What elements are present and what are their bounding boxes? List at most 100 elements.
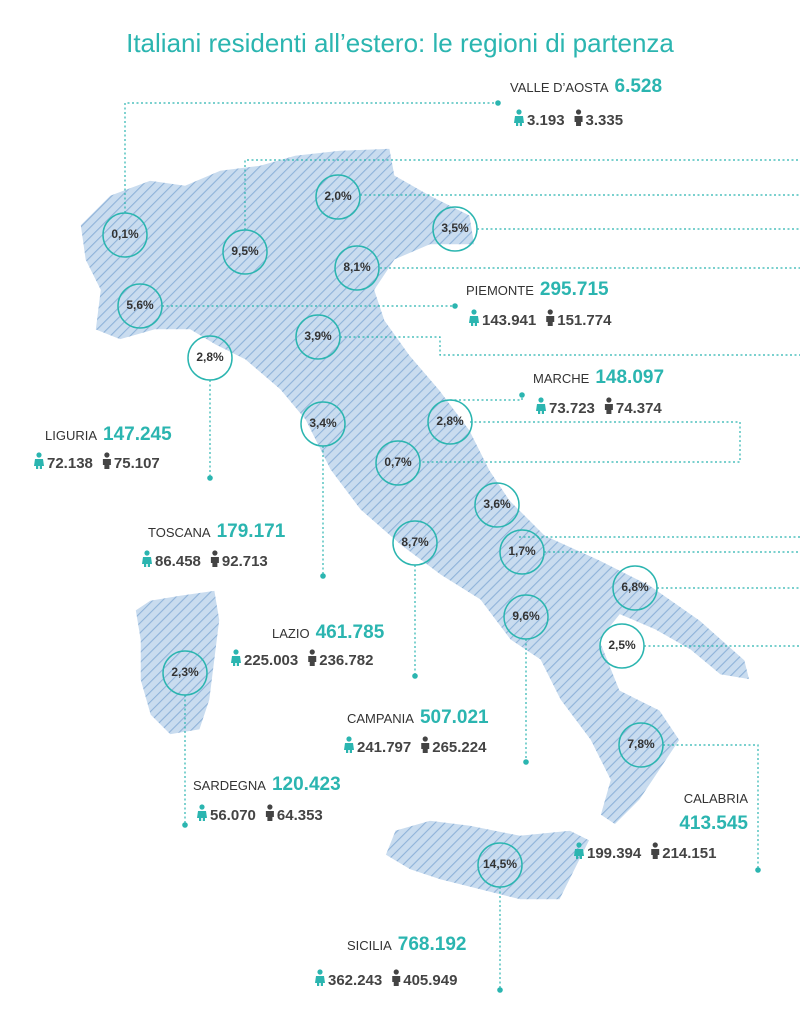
- female-icon: [197, 804, 207, 821]
- icon-head: [393, 969, 399, 975]
- label-circle: [427, 399, 473, 445]
- percent-label: 7,8%: [627, 737, 655, 751]
- icon-body: [536, 404, 546, 414]
- label-circle: [375, 440, 421, 486]
- icon-head: [212, 550, 218, 556]
- icon-head: [309, 649, 315, 655]
- sardinia: [134, 589, 221, 736]
- icon-body: [392, 976, 401, 986]
- label-circle: [295, 314, 341, 360]
- female-icon: [469, 309, 479, 326]
- label-circle: [392, 520, 438, 566]
- region-total: 147.245: [103, 424, 172, 445]
- icon-body: [142, 557, 152, 567]
- map: [79, 147, 752, 901]
- percent-label: 3,4%: [309, 416, 337, 430]
- male-icon: [210, 550, 219, 567]
- region-name: CAMPANIA: [347, 711, 414, 726]
- percent-label: 2,0%: [324, 189, 352, 203]
- region-row: CAMPANIA 507.021: [347, 707, 489, 728]
- sicily: [384, 819, 592, 901]
- region-row: LIGURIA 147.245: [45, 424, 172, 445]
- female-count: 3.193: [527, 112, 565, 129]
- leader-dot: [207, 475, 213, 481]
- female-count: 73.723: [549, 400, 595, 417]
- region-total: 120.423: [272, 774, 341, 795]
- region-callout: SICILIA 768.192 362.243 405.949: [315, 934, 503, 993]
- region-callout: LAZIO 461.785 225.003 236.782: [231, 622, 418, 679]
- male-count: 3.335: [586, 112, 624, 129]
- percent-label: 9,5%: [231, 244, 259, 258]
- label-circle: [474, 482, 520, 528]
- region-name: TOSCANA: [148, 525, 211, 540]
- icon-body: [315, 976, 325, 986]
- icon-head: [104, 452, 110, 458]
- leader-dot: [412, 673, 418, 679]
- label-circle: [503, 594, 549, 640]
- icon-body: [651, 849, 660, 859]
- icon-body: [265, 811, 274, 821]
- male-icon: [392, 969, 401, 986]
- region-row: PIEMONTE 295.715: [466, 279, 609, 300]
- mainland: [79, 147, 752, 826]
- leader-dot: [519, 392, 525, 398]
- region-row: TOSCANA 179.171: [148, 521, 286, 542]
- percent-label: 2,5%: [608, 638, 636, 652]
- percent-label: 8,1%: [343, 260, 371, 274]
- icon-body: [514, 116, 524, 126]
- male-count: 151.774: [557, 312, 612, 329]
- icon-head: [199, 804, 205, 810]
- region-total: 148.097: [595, 367, 664, 388]
- label-circle: [432, 206, 478, 252]
- region-name: LIGURIA: [45, 428, 97, 443]
- region-callout: VALLE D’AOSTA 6.528 3.193 3.335: [495, 76, 662, 129]
- callouts: VALLE D’AOSTA 6.528 3.193 3.335 PIEMONTE 295.…: [34, 76, 761, 993]
- leader-dot: [182, 822, 188, 828]
- icon-head: [144, 550, 150, 556]
- icon-head: [538, 397, 544, 403]
- region-row: LAZIO 461.785: [272, 622, 385, 643]
- percent-label: 0,1%: [111, 227, 139, 241]
- percent-label: 8,7%: [401, 535, 429, 549]
- female-count: 143.941: [482, 312, 536, 329]
- leader-dot: [495, 100, 501, 106]
- region-total: 461.785: [316, 622, 385, 643]
- male-count: 265.224: [432, 739, 487, 756]
- male-count: 75.107: [114, 455, 160, 472]
- region-name: LAZIO: [272, 626, 310, 641]
- region-row: SICILIA 768.192: [347, 934, 466, 955]
- region-total: 179.171: [217, 521, 286, 542]
- region-total: 295.715: [540, 279, 609, 300]
- region-callout: CAMPANIA 507.021 241.797 265.224: [344, 707, 529, 765]
- region-callout: CALABRIA 413.545 199.394 214.151: [574, 791, 761, 873]
- female-count: 362.243: [328, 972, 382, 989]
- female-count: 241.797: [357, 739, 411, 756]
- region-callout: TOSCANA 179.171 86.458 92.713: [142, 521, 326, 579]
- percent-label: 3,5%: [441, 221, 469, 235]
- female-count: 86.458: [155, 553, 201, 570]
- female-icon: [231, 649, 241, 666]
- region-name: VALLE D’AOSTA: [510, 80, 609, 95]
- leader-dot: [497, 987, 503, 993]
- label-circle: [117, 283, 163, 329]
- region-total: 768.192: [398, 934, 467, 955]
- icon-head: [233, 649, 239, 655]
- percent-label: 6,8%: [621, 580, 649, 594]
- male-count: 92.713: [222, 553, 268, 570]
- female-count: 72.138: [47, 455, 93, 472]
- icon-body: [210, 557, 219, 567]
- percent-label: 5,6%: [126, 298, 154, 312]
- icon-head: [576, 842, 582, 848]
- region-callout: PIEMONTE 295.715 143.941 151.774: [452, 279, 612, 329]
- female-icon: [514, 109, 524, 126]
- percent-label: 3,9%: [304, 329, 332, 343]
- icon-head: [575, 109, 582, 115]
- male-icon: [546, 309, 555, 326]
- leader-dot: [320, 573, 326, 579]
- icon-body: [469, 316, 479, 326]
- percent-label: 2,8%: [436, 414, 464, 428]
- label-circle: [315, 174, 361, 220]
- label-circle: [334, 245, 380, 291]
- male-count: 74.374: [616, 400, 663, 417]
